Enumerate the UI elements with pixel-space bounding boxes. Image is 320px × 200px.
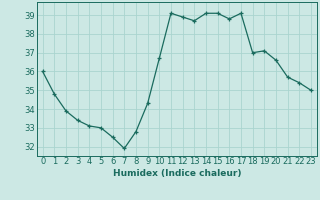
X-axis label: Humidex (Indice chaleur): Humidex (Indice chaleur) [113,169,241,178]
